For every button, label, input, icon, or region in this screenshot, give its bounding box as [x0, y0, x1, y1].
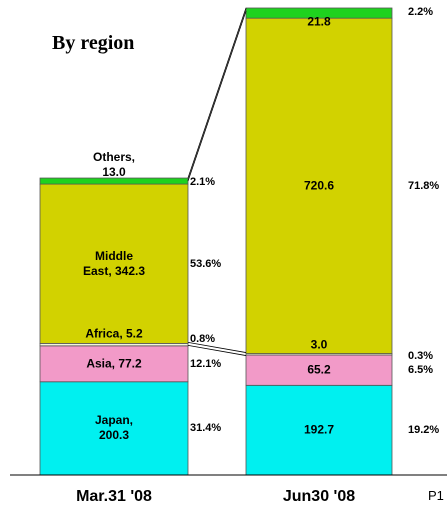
- bar-segment: [39, 381, 189, 476]
- share-label: 19.2%: [408, 424, 440, 437]
- segment-label: Others, 13.0: [92, 150, 135, 180]
- connector: [187, 7, 247, 179]
- share-label: 0.8%: [190, 333, 216, 346]
- segment-label: 192.7: [303, 422, 335, 437]
- bar-segment: [39, 183, 189, 344]
- bar-segment: [245, 7, 393, 19]
- segment-label: Middle East, 342.3: [82, 248, 146, 278]
- bar-segment: [245, 384, 393, 476]
- segment-label: 720.6: [303, 178, 335, 193]
- share-label: 31.4%: [190, 422, 222, 435]
- connector: [187, 345, 247, 356]
- segment-label: Japan, 200.3: [94, 413, 133, 443]
- bar-segment: [39, 345, 189, 383]
- page-number: P1: [428, 488, 444, 503]
- segment-label: 3.0: [310, 337, 328, 352]
- segment-label: 65.2: [307, 362, 331, 377]
- share-label: 2.1%: [190, 176, 216, 189]
- share-label: 71.8%: [408, 179, 440, 192]
- segment-label: Asia, 77.2: [86, 356, 142, 371]
- x-tick-label: Mar.31 '08: [76, 488, 152, 505]
- bar-segment: [39, 177, 189, 185]
- share-label: 2.2%: [408, 6, 434, 18]
- connector: [187, 342, 247, 353]
- share-label: 0.3%: [408, 349, 434, 362]
- connector: [187, 10, 247, 182]
- chart-title: By region: [52, 32, 135, 54]
- bar-segment: [245, 17, 393, 354]
- x-tick-label: Jun30 '08: [282, 488, 356, 505]
- share-label: 53.6%: [190, 257, 222, 270]
- share-label: 6.5%: [408, 364, 434, 377]
- segment-label: Africa, 5.2: [85, 326, 143, 341]
- segment-label: 21.8: [307, 14, 331, 29]
- share-label: 12.1%: [190, 357, 222, 370]
